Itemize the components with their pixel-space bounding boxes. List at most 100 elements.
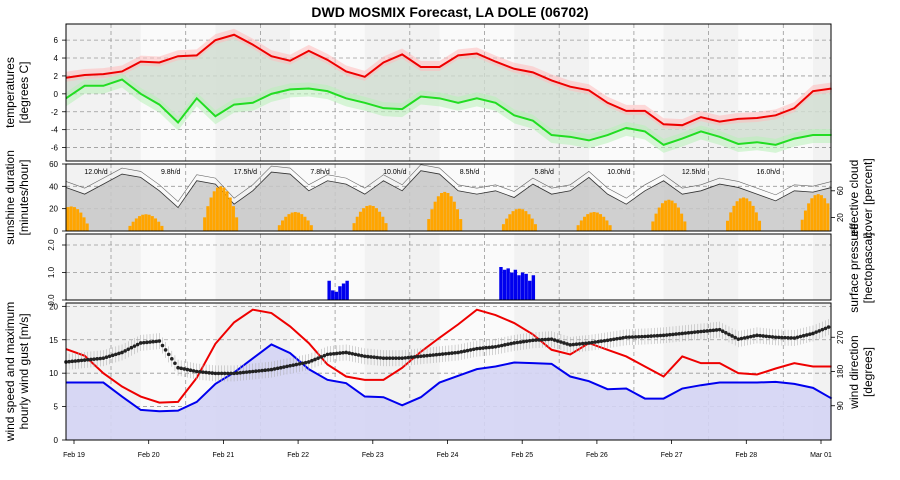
sunshine-bar bbox=[676, 207, 680, 231]
wind-direction-point bbox=[664, 333, 669, 337]
wind-direction-point bbox=[117, 351, 121, 356]
wind-direction-point bbox=[484, 345, 488, 350]
day-shade bbox=[215, 234, 291, 300]
sunshine-bar bbox=[215, 187, 219, 231]
temp-frame bbox=[65, 23, 832, 162]
wind-direction-point bbox=[804, 333, 809, 337]
precip-ylabel: surface pressure bbox=[847, 223, 861, 313]
temp-tick-label: -6 bbox=[51, 144, 59, 153]
wind-direction-point bbox=[761, 334, 765, 338]
wind-direction-point bbox=[148, 340, 152, 344]
wind-direction-point bbox=[157, 339, 162, 343]
wind-direction-point bbox=[257, 369, 261, 373]
wind-direction-point bbox=[391, 356, 395, 360]
wind-direction-point bbox=[198, 370, 202, 374]
wind-direction-point bbox=[247, 370, 252, 374]
sunshine-bar bbox=[365, 206, 369, 231]
day-shade bbox=[66, 234, 141, 300]
temp-tick-label: 0 bbox=[54, 90, 59, 99]
sunshine-daily-total: 17.5h/d bbox=[234, 169, 257, 176]
wind-direction-point bbox=[608, 337, 613, 342]
wind-direction-point bbox=[250, 369, 255, 374]
sunshine-bar bbox=[823, 198, 827, 231]
wind-direction-point bbox=[135, 342, 140, 347]
wind-direction-point bbox=[132, 344, 137, 348]
sunshine-bar bbox=[456, 209, 460, 231]
sun-tick-label: 40 bbox=[49, 182, 58, 191]
wind-direction-point bbox=[696, 330, 700, 334]
date-tick-label: Mar 01 bbox=[810, 452, 832, 459]
wind-direction-point bbox=[783, 335, 787, 340]
date-tick-label: Feb 23 bbox=[362, 452, 384, 459]
wind-direction-point bbox=[363, 354, 367, 359]
wind-direction-point bbox=[798, 334, 803, 339]
sunshine-bar bbox=[511, 211, 515, 231]
sunshine-bar bbox=[521, 209, 525, 231]
sunshine-bar bbox=[505, 218, 509, 231]
sunshine-bar bbox=[651, 221, 655, 231]
wind-direction-point bbox=[338, 351, 342, 355]
wind-direction-point bbox=[428, 353, 432, 358]
wind-direction-point bbox=[605, 338, 610, 343]
wind-direction-point bbox=[814, 330, 818, 334]
sunshine-bar bbox=[160, 225, 164, 231]
wind-direction-point bbox=[531, 338, 535, 343]
sunshine-bar bbox=[209, 197, 213, 231]
temp-tick-label: -4 bbox=[51, 126, 59, 135]
sunshine-bar bbox=[355, 216, 359, 231]
cloud-y2label: effective cloud bbox=[847, 160, 861, 237]
wind-direction-point bbox=[356, 353, 361, 357]
wind-direction-point bbox=[649, 334, 653, 338]
wind-direction-point bbox=[752, 334, 756, 338]
wind-direction-point bbox=[468, 348, 473, 352]
wind-direction-point bbox=[412, 355, 417, 359]
wind-direction-point bbox=[163, 348, 168, 352]
wind-direction-point bbox=[67, 359, 71, 364]
sunshine-bar bbox=[589, 212, 593, 231]
wind-direction-point bbox=[191, 369, 196, 373]
sunshine-daily-total: 9.8h/d bbox=[161, 169, 181, 176]
sunshine-bar bbox=[680, 213, 684, 231]
wind-direction-point bbox=[232, 371, 236, 376]
sunshine-bar bbox=[157, 221, 161, 231]
wind-direction-point bbox=[540, 337, 545, 342]
wind-direction-point bbox=[123, 349, 127, 353]
wind-direction-point bbox=[272, 367, 277, 371]
wind-direction-point bbox=[555, 339, 560, 343]
wind-direction-point bbox=[602, 338, 607, 343]
sunshine-bar bbox=[810, 198, 814, 231]
sunshine-bar bbox=[813, 195, 817, 231]
sunshine-bar bbox=[203, 217, 207, 231]
wind-direction-point bbox=[543, 337, 548, 342]
wind-direction-point bbox=[266, 368, 271, 372]
direction-tick-label: 270 bbox=[836, 330, 845, 344]
wind-direction-point bbox=[671, 332, 675, 337]
wind-direction-point bbox=[727, 332, 731, 337]
precip-bar bbox=[334, 291, 339, 300]
wind-direction-point bbox=[89, 357, 93, 362]
sunshine-bar bbox=[144, 214, 148, 231]
wind-direction-point bbox=[384, 356, 389, 360]
wind-direction-point bbox=[316, 356, 320, 360]
wind-direction-point bbox=[210, 371, 215, 375]
direction-tick-label: 90 bbox=[836, 401, 845, 410]
wind-direction-point bbox=[204, 370, 208, 375]
wind-direction-point bbox=[580, 341, 585, 346]
wind-direction-point bbox=[95, 357, 99, 361]
direction-y2label-units: [degrees] bbox=[861, 347, 875, 397]
sunshine-bar bbox=[602, 216, 606, 231]
sunshine-bar bbox=[374, 208, 378, 231]
wind-direction-point bbox=[397, 356, 401, 360]
sunshine-bar bbox=[430, 209, 434, 231]
wind-direction-point bbox=[509, 341, 513, 346]
wind-direction-point bbox=[668, 332, 672, 337]
sunshine-daily-total: 16.0h/d bbox=[757, 169, 780, 176]
wind-direction-point bbox=[615, 336, 619, 341]
wind-direction-point bbox=[219, 371, 224, 376]
wind-direction-point bbox=[322, 353, 327, 358]
wind-direction-point bbox=[481, 346, 485, 350]
sunshine-bar bbox=[599, 214, 603, 231]
wind-direction-point bbox=[378, 356, 383, 360]
sunshine-bar bbox=[654, 213, 658, 231]
temp-tick-label: 2 bbox=[54, 72, 59, 81]
